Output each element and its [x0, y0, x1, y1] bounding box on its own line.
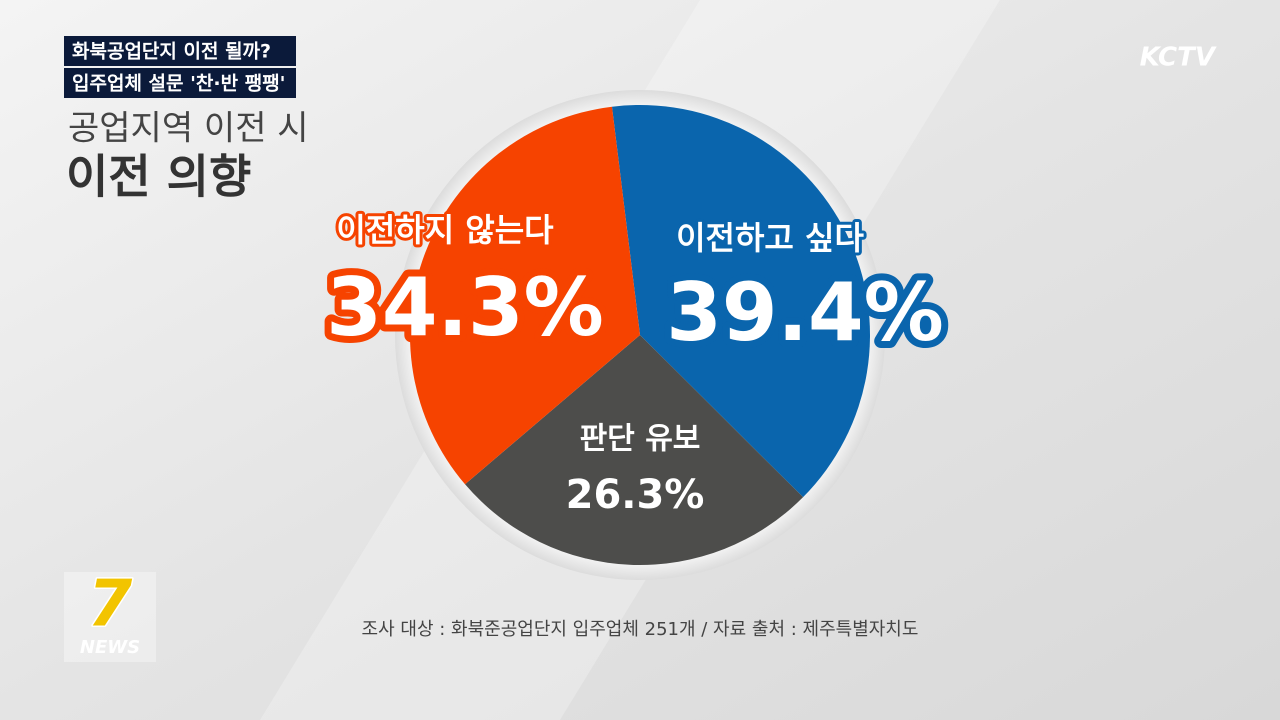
news-logo-number: 7: [88, 568, 133, 642]
pie-slice: [611, 105, 870, 498]
header-line2: 입주업체 설문 '찬·반 팽팽': [72, 73, 286, 95]
channel-logo: KCTV: [1140, 43, 1217, 73]
slice-value: 34.3%: [326, 261, 604, 354]
slice-name: 판단 유보: [580, 422, 701, 457]
pie-labels: 이전하고 싶다 39.4% 판단 유보 26.3% 이전하지 않는다 34.3%: [319, 208, 951, 518]
slice-name: 이전하지 않는다: [336, 211, 554, 249]
pie-slice: [410, 106, 640, 485]
header-line1: 화북공업단지 이전 될까?: [72, 41, 271, 63]
header-box: [64, 68, 296, 98]
news-logo-bg: [64, 572, 156, 662]
chart-title: 공업지역 이전 시: [68, 109, 309, 149]
slice-value: 39.4%: [666, 266, 944, 359]
source-note: 조사 대상 : 화북준공업단지 입주업체 251개 / 자료 출처 : 제주특별…: [362, 619, 919, 640]
news-logo-word: NEWS: [80, 637, 140, 658]
header-box: [64, 36, 296, 66]
pie: [410, 105, 870, 565]
chart-subtitle: 이전 의향: [66, 150, 251, 204]
pie-slice: [465, 335, 804, 565]
slice-value: 26.3%: [566, 472, 705, 518]
slice-name: 이전하고 싶다: [676, 219, 864, 257]
